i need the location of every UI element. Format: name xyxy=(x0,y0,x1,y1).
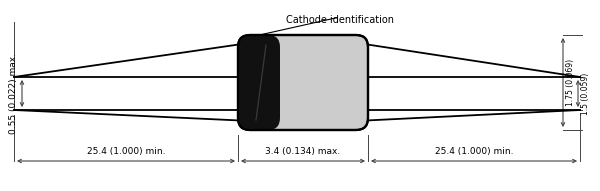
Text: Cathode identification: Cathode identification xyxy=(286,15,394,25)
Polygon shape xyxy=(368,77,580,110)
Polygon shape xyxy=(14,45,238,120)
Text: 25.4 (1.000) min.: 25.4 (1.000) min. xyxy=(87,147,165,156)
Bar xyxy=(250,35,269,130)
Polygon shape xyxy=(368,45,580,120)
Polygon shape xyxy=(14,77,238,110)
Text: 0.55 (0.022) max.: 0.55 (0.022) max. xyxy=(9,53,18,134)
Text: 3.4 (0.134) max.: 3.4 (0.134) max. xyxy=(265,147,341,156)
Text: 1.5 (0.059): 1.5 (0.059) xyxy=(581,72,590,115)
Text: 1.75 (0.069): 1.75 (0.069) xyxy=(566,59,575,106)
FancyBboxPatch shape xyxy=(238,35,280,130)
FancyBboxPatch shape xyxy=(238,35,368,130)
Text: 25.4 (1.000) min.: 25.4 (1.000) min. xyxy=(435,147,513,156)
